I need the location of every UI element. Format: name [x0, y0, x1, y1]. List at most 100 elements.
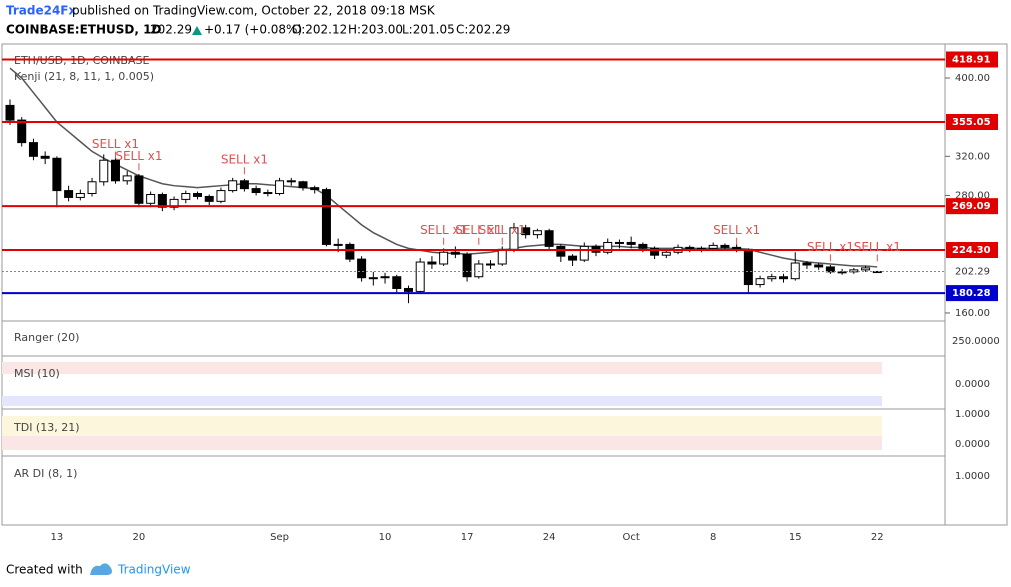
- annotation: SELL x1: [221, 153, 268, 167]
- panel-tick: 1.0000: [955, 471, 990, 482]
- y-tick-label: 320.00: [955, 151, 990, 162]
- candle-body: [228, 180, 238, 192]
- candle-body: [52, 157, 62, 192]
- candle-body: [134, 175, 144, 204]
- annotation: SELL x1: [92, 137, 139, 151]
- level-tag: [946, 198, 998, 215]
- candle-body: [64, 190, 74, 198]
- candle-body: [521, 227, 531, 236]
- candle-body: [532, 230, 542, 236]
- candle-body: [310, 187, 320, 191]
- candle-body: [861, 267, 871, 271]
- candle-body: [767, 276, 777, 280]
- candle-body: [380, 276, 390, 279]
- tdi-zone: [2, 416, 882, 436]
- candle-body: [157, 193, 167, 208]
- annotation: SELL x1: [713, 223, 760, 237]
- ohlc-close: C:202.29: [456, 23, 510, 37]
- x-tick-label: 24: [543, 532, 556, 543]
- published: published on TradingView.com, October 22…: [72, 4, 436, 18]
- logo: [90, 563, 112, 575]
- level-tag: [946, 242, 998, 259]
- last-price-label: 202.29: [955, 267, 990, 278]
- candle-body: [204, 195, 214, 202]
- candle-body: [75, 193, 85, 198]
- annotation: SELL x1: [807, 240, 854, 254]
- x-tick-label: Oct: [623, 532, 640, 543]
- candle-body: [286, 180, 296, 183]
- candle-body: [790, 262, 800, 280]
- frame: [1, 43, 1008, 526]
- x-tick-label: 10: [379, 532, 392, 543]
- candle-body: [415, 261, 425, 292]
- msi-zone: [2, 362, 882, 374]
- panel-tick: 0.0000: [955, 439, 990, 450]
- level-tag: [946, 114, 998, 131]
- author: Trade24Fx: [6, 4, 77, 18]
- candle-body: [474, 263, 484, 278]
- ohlc-open: O:202.12: [292, 23, 347, 37]
- footer-brand[interactable]: TradingView: [117, 563, 191, 577]
- candle-body: [181, 193, 191, 200]
- candle-body: [99, 159, 109, 183]
- candle-body: [275, 180, 285, 195]
- level-tag: [946, 285, 998, 302]
- candle-body: [345, 243, 355, 260]
- level-label: 180.28: [952, 288, 991, 299]
- candle-body: [579, 245, 589, 261]
- candle-body: [708, 244, 718, 249]
- x-tick-label: 20: [133, 532, 146, 543]
- level-label: 418.91: [952, 54, 991, 65]
- tdi-zone: [2, 436, 882, 450]
- annotation: SELL x1: [455, 223, 502, 237]
- candle-body: [392, 276, 402, 289]
- x-tick-label: 17: [461, 532, 474, 543]
- panel-tick: 0.0000: [955, 379, 990, 390]
- candle-body: [626, 241, 636, 245]
- level-tag: [946, 51, 998, 68]
- candle-body: [720, 244, 730, 248]
- candle-body: [450, 251, 460, 255]
- annotation: SELL x1: [479, 223, 526, 237]
- candle-body: [755, 278, 765, 286]
- candle-body: [638, 243, 648, 249]
- msi-zone: [2, 396, 882, 406]
- candle-body: [87, 181, 97, 195]
- candle-body: [298, 181, 308, 189]
- candle-body: [743, 248, 753, 286]
- candle-body: [169, 198, 179, 208]
- candle-body: [544, 230, 554, 247]
- candle-body: [650, 247, 660, 256]
- annotation: SELL x1: [115, 149, 162, 163]
- indicator-legend: Kenji (21, 8, 11, 1, 0.005): [14, 70, 154, 83]
- footer-created: Created with: [6, 563, 83, 577]
- candle-body: [251, 188, 261, 194]
- x-tick-label: 8: [710, 532, 716, 543]
- candle-body: [5, 104, 15, 121]
- candle-body: [403, 287, 413, 292]
- candle-body: [802, 262, 812, 266]
- candle-body: [28, 142, 38, 157]
- candle-body: [497, 248, 507, 265]
- candle-body: [556, 245, 566, 257]
- candle-body: [110, 159, 120, 182]
- level-label: 269.09: [952, 201, 991, 212]
- candle-body: [122, 175, 132, 182]
- y-tick-label: 400.00: [955, 73, 990, 84]
- candle-body: [216, 190, 226, 202]
- panel-label: AR DI (8, 1): [14, 467, 77, 480]
- panel-tick: 1.0000: [955, 409, 990, 420]
- x-tick-label: Sep: [270, 532, 289, 543]
- annotation: SELL x1: [854, 240, 901, 254]
- candle-body: [614, 241, 624, 244]
- candle-body: [779, 276, 789, 280]
- panel-tick: 250.0000: [952, 336, 1000, 347]
- candle-body: [439, 251, 449, 265]
- panel-label: TDI (13, 21): [13, 421, 80, 434]
- candle-body: [17, 119, 27, 144]
- candle-body: [814, 264, 824, 268]
- level-label: 224.30: [952, 245, 991, 256]
- candle-body: [239, 180, 249, 190]
- candle-body: [146, 193, 156, 204]
- up-arrow: [192, 26, 202, 35]
